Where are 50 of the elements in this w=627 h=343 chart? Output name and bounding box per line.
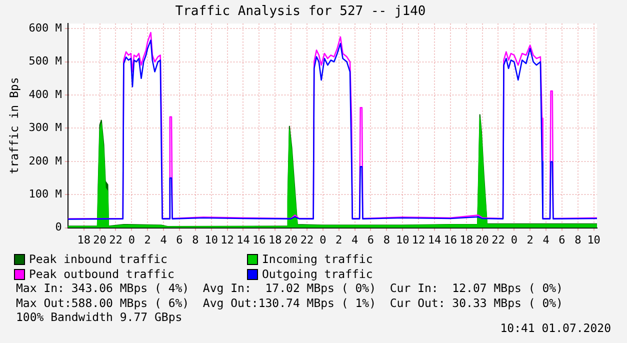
y-tick-label: 400 M (28, 88, 62, 101)
x-tick-label: 0 (320, 233, 326, 246)
x-tick-label: 8 (192, 233, 199, 246)
x-tick-label: 2 (526, 233, 534, 246)
x-tick-label: 4 (542, 233, 550, 246)
x-tick-label: 12 (412, 233, 426, 246)
text: 100% Bandwidth 9.77 GBps (16, 310, 182, 324)
x-tick-label: 6 (558, 233, 566, 246)
x-tick-label: 20 (284, 233, 298, 246)
x-tick-label: 2 (336, 233, 342, 246)
x-tick-label: 20 (476, 233, 489, 246)
x-tick-label: 10 (587, 233, 600, 246)
x-tick-label: 6 (176, 233, 183, 246)
text: Max Out:588.00 MBps ( 6%) Avg Out:130.74 MBps ( 1%) Cur Out: 30.33 MBps ( 0%) (16, 296, 563, 310)
x-tick-label: 14 (428, 233, 442, 246)
text: 10:41 01.07.2020 (500, 321, 611, 335)
y-tick-label: 500 M (28, 54, 62, 68)
x-tick-label: 12 (220, 233, 234, 246)
x-tick-label: 0 (510, 233, 518, 246)
legend-label: Peak inbound traffic (29, 252, 168, 266)
y-tick-label: 300 M (28, 121, 62, 134)
text: Max In: 343.06 MBps ( 4%) Avg In: 17.02 MBps ( 0%) Cur In: 12.07 MBps ( 0%) (16, 281, 563, 296)
x-tick-label: 20 (93, 233, 106, 246)
x-tick-label: 22 (300, 233, 314, 246)
x-tick-label: 10 (204, 233, 218, 246)
y-tick-label: 600 M (28, 21, 62, 34)
y-tick-label: 100 M (28, 187, 62, 200)
legend-label: Incoming traffic (262, 252, 373, 266)
x-tick-label: 0 (128, 233, 135, 246)
x-tick-label: 22 (492, 233, 505, 246)
y-tick-label: 200 M (28, 154, 62, 168)
x-tick-label: 18 (77, 233, 90, 246)
x-tick-label: 4 (160, 233, 168, 246)
y-tick-label: 0 (55, 220, 62, 234)
x-tick-label: 4 (351, 233, 358, 246)
x-tick-label: 2 (144, 233, 151, 246)
legend-label: Peak outbound traffic (29, 267, 174, 281)
x-tick-label: 18 (268, 233, 282, 246)
x-tick-label: 6 (367, 233, 374, 246)
y-axis-title: traffic in Bps (6, 77, 21, 174)
x-tick-label: 14 (236, 233, 250, 246)
chart-title: Traffic Analysis for 527 -- j140 (175, 4, 426, 20)
x-tick-label: 18 (460, 233, 473, 246)
x-tick-label: 22 (109, 233, 122, 246)
x-tick-label: 16 (444, 233, 458, 246)
legend-label: Outgoing traffic (262, 267, 373, 281)
x-tick-label: 16 (252, 233, 266, 246)
x-tick-label: 8 (574, 233, 582, 246)
x-tick-label: 10 (396, 233, 410, 246)
x-tick-label: 8 (383, 233, 390, 246)
